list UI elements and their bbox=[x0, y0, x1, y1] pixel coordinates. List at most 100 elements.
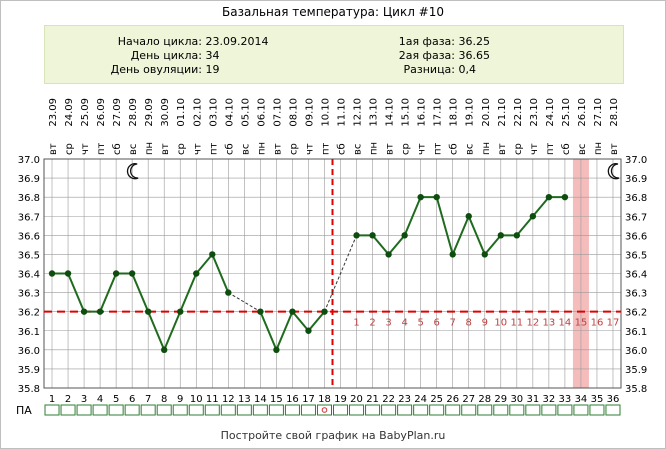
temp-point bbox=[497, 232, 504, 239]
weekday-tick-label: вт bbox=[272, 143, 283, 155]
date-tick-label: 28.10 bbox=[609, 98, 620, 127]
day-number-label: 5 bbox=[113, 394, 119, 405]
day-number-label: 35 bbox=[591, 394, 604, 405]
day-number-label: 22 bbox=[382, 394, 395, 405]
temp-line-segment bbox=[195, 253, 214, 275]
weekday-tick-label: пт bbox=[320, 142, 331, 155]
weekday-tick-label: пн bbox=[593, 142, 604, 155]
temp-point bbox=[48, 270, 56, 277]
phase-day-number: 5 bbox=[417, 318, 423, 329]
date-tick-label: 17.10 bbox=[433, 98, 444, 127]
temp-point bbox=[401, 232, 408, 239]
temp-point bbox=[513, 232, 521, 239]
pa-cell bbox=[541, 404, 557, 416]
weekday-tick-label: пн bbox=[369, 142, 380, 155]
temp-line-segment bbox=[147, 311, 166, 351]
phase1-label: 1ая фаза: bbox=[398, 35, 455, 48]
weekday-tick-label: вт bbox=[160, 143, 171, 155]
weekday-tick-label: пт bbox=[208, 142, 219, 155]
weekday-tick-label: вс bbox=[353, 144, 364, 155]
phase2-value: 36.65 bbox=[458, 49, 491, 62]
phase-day-number: 14 bbox=[559, 318, 572, 329]
day-number-label: 2 bbox=[65, 394, 71, 405]
day-number-label: 15 bbox=[270, 394, 283, 405]
date-tick-label: 08.10 bbox=[288, 98, 299, 127]
weekday-tick-label: чт bbox=[529, 143, 540, 155]
temp-line-segment bbox=[387, 234, 406, 256]
temp-line-segment bbox=[467, 215, 486, 255]
pa-cell bbox=[493, 404, 509, 416]
date-tick-label: 25.10 bbox=[561, 98, 572, 127]
phase-day-number: 3 bbox=[385, 318, 391, 329]
weekday-tick-label: сб bbox=[337, 143, 348, 155]
cycle-start-row: Начало цикла: 23.09.2014 bbox=[95, 35, 269, 49]
y-tick-label-right: 36.3 bbox=[625, 289, 647, 300]
moon-icon bbox=[126, 163, 139, 180]
weekday-tick-label: вт bbox=[497, 143, 508, 155]
weekday-tick-label: пт bbox=[96, 142, 107, 155]
date-tick-label: 05.10 bbox=[240, 98, 251, 127]
date-tick-label: 26.10 bbox=[577, 98, 588, 127]
date-tick-label: 14.10 bbox=[385, 98, 396, 127]
y-tick-label-left: 36.0 bbox=[18, 346, 40, 357]
difference-label: Разница: bbox=[403, 63, 456, 76]
day-number-label: 10 bbox=[190, 394, 203, 405]
weekday-tick-label: чт bbox=[80, 143, 91, 155]
date-tick-label: 23.09 bbox=[48, 98, 59, 127]
temp-line-segment bbox=[307, 311, 326, 332]
y-tick-label-right: 36.6 bbox=[625, 231, 647, 242]
date-tick-label: 23.10 bbox=[529, 98, 540, 127]
date-tick-label: 28.09 bbox=[128, 98, 139, 127]
pa-cell bbox=[44, 404, 60, 416]
weekday-tick-label: вс bbox=[465, 144, 476, 155]
date-tick-label: 26.09 bbox=[96, 98, 107, 127]
temp-point bbox=[321, 308, 328, 315]
temp-point bbox=[257, 308, 264, 315]
pa-cell bbox=[445, 404, 461, 416]
day-number-label: 12 bbox=[222, 394, 235, 405]
pa-cell bbox=[605, 404, 621, 416]
weekday-tick-label: пн bbox=[481, 142, 492, 155]
day-number-label: 20 bbox=[350, 394, 363, 405]
ovulation-day-label: День овуляции: bbox=[110, 63, 202, 76]
y-tick-label-right: 35.8 bbox=[625, 384, 647, 395]
y-tick-label-right: 35.9 bbox=[625, 365, 647, 376]
weekday-tick-label: вс bbox=[240, 144, 251, 155]
pa-cell bbox=[140, 404, 156, 416]
pa-cell bbox=[589, 404, 605, 416]
temp-line-segment bbox=[163, 311, 182, 351]
y-tick-label-right: 36.0 bbox=[625, 346, 647, 357]
phase-day-number: 7 bbox=[450, 318, 456, 329]
temp-line-segment bbox=[67, 273, 85, 313]
temp-point bbox=[161, 346, 168, 354]
temp-point bbox=[64, 270, 72, 277]
weekday-tick-label: ср bbox=[513, 143, 524, 155]
pa-cell bbox=[381, 404, 397, 416]
weekday-tick-label: вт bbox=[609, 143, 620, 155]
date-tick-label: 20.10 bbox=[481, 98, 492, 127]
temp-point bbox=[545, 193, 553, 201]
pa-cell bbox=[429, 404, 445, 416]
cycle-info-panel: Начало цикла: 23.09.2014 День цикла: 34 … bbox=[44, 25, 624, 84]
pa-cell bbox=[220, 404, 236, 416]
temp-line-segment bbox=[371, 234, 390, 256]
pa-row-label: ПА bbox=[16, 404, 32, 417]
pa-cell bbox=[525, 404, 541, 416]
pa-cell bbox=[573, 404, 589, 416]
pa-cell bbox=[108, 404, 124, 416]
weekday-tick-label: ср bbox=[288, 143, 299, 155]
pa-cell bbox=[156, 404, 172, 416]
date-tick-label: 07.10 bbox=[272, 98, 283, 127]
day-number-label: 9 bbox=[177, 394, 183, 405]
ovulation-day-row: День овуляции: 19 bbox=[95, 63, 220, 77]
footer-link-text[interactable]: Постройте свой график на BabyPlan.ru bbox=[220, 429, 446, 442]
pa-cell bbox=[76, 404, 92, 416]
phase-day-number: 10 bbox=[494, 318, 507, 329]
moon-crescent bbox=[126, 163, 139, 180]
moon-crescent bbox=[607, 163, 620, 180]
pa-cell bbox=[236, 404, 252, 416]
temp-point bbox=[305, 327, 312, 334]
y-tick-label-left: 36.4 bbox=[18, 270, 40, 281]
temp-point bbox=[209, 251, 216, 258]
y-tick-label-right: 36.9 bbox=[625, 174, 647, 185]
